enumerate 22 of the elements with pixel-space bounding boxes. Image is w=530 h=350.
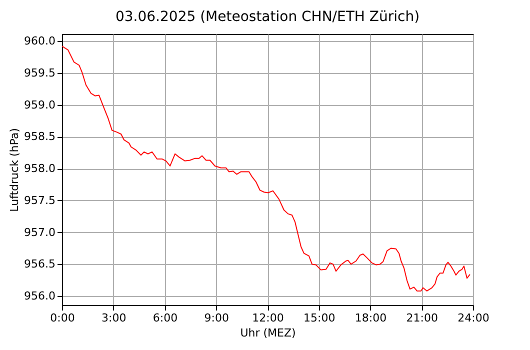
y-axis-title: Luftdruck (hPa) (8, 128, 22, 212)
x-tick-label: 24:00 (458, 312, 490, 324)
chart-title: 03.06.2025 (Meteostation CHN/ETH Zürich) (115, 9, 420, 25)
y-tick-label: 959.5 (24, 66, 56, 80)
x-tick-label: 15:00 (304, 312, 336, 324)
x-tick-label: 0:00 (50, 312, 75, 324)
y-tick-label: 959.0 (24, 98, 56, 112)
y-tick-label: 956.5 (24, 258, 56, 271)
y-tick-label: 960.0 (24, 34, 56, 48)
x-tick-label: 12:00 (252, 312, 284, 324)
x-tick-label: 21:00 (406, 312, 438, 324)
x-tick-label: 3:00 (102, 312, 126, 324)
y-tick-label: 956.0 (24, 290, 56, 303)
x-tick-label: 6:00 (152, 312, 178, 324)
x-axis-title: Uhr (MEZ) (240, 326, 296, 340)
y-tick-label: 958.5 (24, 130, 56, 144)
x-tick-label: 18:00 (354, 312, 387, 324)
x-tick-label: 9:00 (204, 312, 229, 324)
line-series (62, 46, 470, 292)
y-tick-label: 957.5 (24, 194, 56, 207)
y-tick-label: 958.0 (24, 162, 56, 176)
y-tick-label: 957.0 (24, 226, 56, 239)
